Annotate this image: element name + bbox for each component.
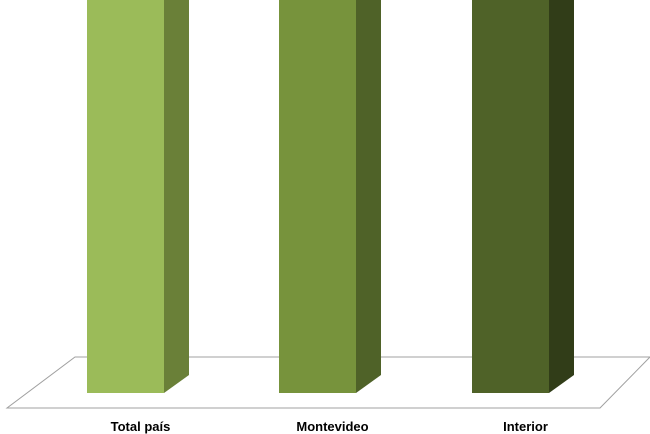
bar-front-face [87,0,164,393]
bars [87,0,574,393]
bar-2 [279,0,381,393]
bar-front-face [472,0,549,393]
category-label: Total país [111,419,171,434]
category-label: Montevideo [296,419,368,434]
bar-side-face [164,0,189,393]
bar-3 [472,0,574,393]
category-label: Interior [503,419,548,434]
bar-side-face [549,0,574,393]
bar-1 [87,0,189,393]
bar-side-face [356,0,381,393]
bar-front-face [279,0,356,393]
labels: 41.108Total país41.860Montevideo40.603In… [111,419,548,434]
